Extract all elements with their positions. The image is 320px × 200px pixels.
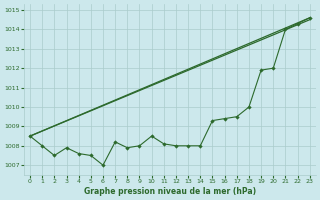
X-axis label: Graphe pression niveau de la mer (hPa): Graphe pression niveau de la mer (hPa) — [84, 187, 256, 196]
